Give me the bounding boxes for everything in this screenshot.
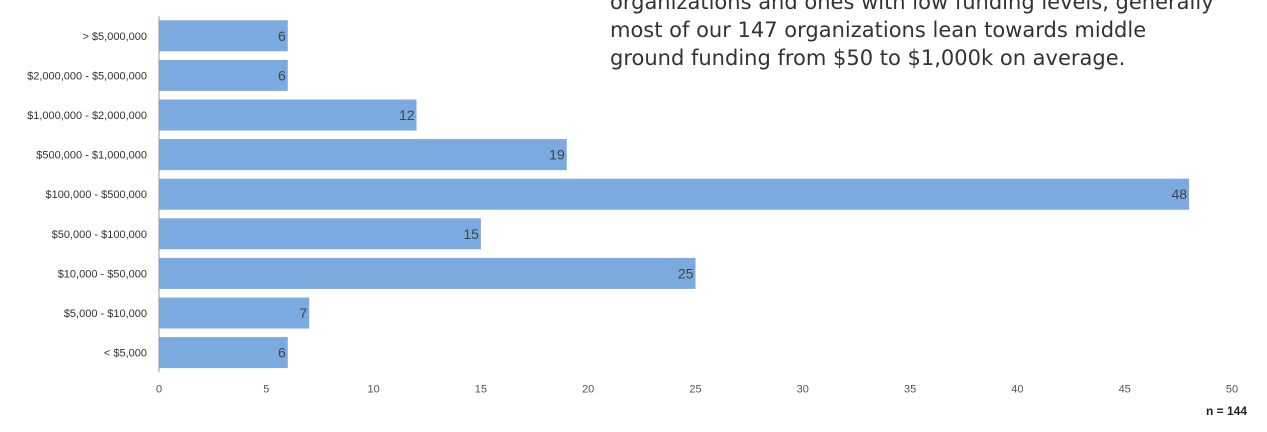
category-label: $100,000 - $500,000 xyxy=(45,189,147,201)
category-label: $500,000 - $1,000,000 xyxy=(36,150,147,162)
bar xyxy=(159,257,696,289)
bar-value-label: 12 xyxy=(399,107,415,123)
bar-value-label: 6 xyxy=(278,28,286,44)
sample-size-note: n = 144 xyxy=(1205,404,1247,418)
x-tick-label: 40 xyxy=(1011,383,1023,395)
bar xyxy=(159,99,417,131)
bar xyxy=(159,297,310,329)
category-label: > $5,000,000 xyxy=(82,31,147,43)
bar xyxy=(159,218,481,250)
category-label: $50,000 - $100,000 xyxy=(52,229,147,241)
bar xyxy=(159,20,288,52)
category-label: $2,000,000 - $5,000,000 xyxy=(27,70,147,82)
bar-value-label: 6 xyxy=(278,345,286,361)
x-tick-label: 25 xyxy=(689,383,701,395)
x-tick-label: 15 xyxy=(475,383,487,395)
annotation-line-2: most of our 147 organizations lean towar… xyxy=(610,18,1147,42)
x-axis-ticks: 0 5 10 15 20 25 30 35 40 45 50 xyxy=(156,383,1238,395)
bar-value-label: 25 xyxy=(678,265,694,281)
x-tick-label: 5 xyxy=(263,383,269,395)
bar xyxy=(159,139,567,171)
x-tick-label: 30 xyxy=(797,383,809,395)
bars-group xyxy=(159,20,1190,369)
data-labels: 6 6 12 19 48 15 25 7 6 xyxy=(278,28,1187,361)
annotation-line-1: organizations and ones with low funding … xyxy=(610,0,1214,14)
bar xyxy=(159,59,288,91)
bar-value-label: 19 xyxy=(549,147,565,163)
bar-value-label: 15 xyxy=(463,226,479,242)
category-label: < $5,000 xyxy=(104,348,147,360)
x-tick-label: 0 xyxy=(156,383,162,395)
x-tick-label: 50 xyxy=(1226,383,1238,395)
bar-value-label: 6 xyxy=(278,67,286,83)
bar-value-label: 48 xyxy=(1172,186,1188,202)
x-tick-label: 10 xyxy=(367,383,379,395)
category-label: $5,000 - $10,000 xyxy=(64,308,147,320)
x-tick-label: 20 xyxy=(582,383,594,395)
category-label: $1,000,000 - $2,000,000 xyxy=(27,110,147,122)
x-tick-label: 35 xyxy=(904,383,916,395)
bar-value-label: 7 xyxy=(299,305,307,321)
category-labels: > $5,000,000 $2,000,000 - $5,000,000 $1,00… xyxy=(27,31,147,360)
category-label: $10,000 - $50,000 xyxy=(58,268,147,280)
annotation-line-3: ground funding from $50 to $1,000k on av… xyxy=(610,46,1126,70)
chart-annotation: organizations and ones with low funding … xyxy=(610,0,1260,72)
bar xyxy=(159,178,1190,210)
bar xyxy=(159,337,288,369)
x-tick-label: 45 xyxy=(1119,383,1131,395)
